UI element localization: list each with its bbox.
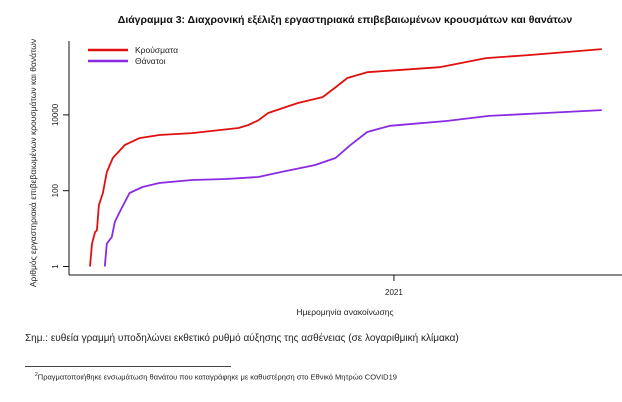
footnote-text: Πραγματοποιήθηκε ενσωμάτωση θανάτου που … xyxy=(37,372,397,382)
y-tick-label: 1 xyxy=(51,264,60,269)
legend: Κρούσματα Θάνατοι xyxy=(88,45,178,66)
legend-label-cases: Κρούσματα xyxy=(135,45,178,55)
footnote: 2Πραγματοποιήθηκε ενσωμάτωση θανάτου που… xyxy=(35,372,397,382)
y-axis-label: Αριθμός εργαστηριακά επιβεβαιωμένων κρου… xyxy=(28,39,38,287)
legend-label-deaths: Θάνατοι xyxy=(135,56,166,66)
series-line-cases xyxy=(89,48,602,267)
series-line-deaths xyxy=(103,109,602,267)
footnote-marker: 2 xyxy=(35,372,38,378)
chart-note: Σημ.: ευθεία γραμμή υποδηλώνει εκθετικό … xyxy=(25,333,459,344)
footnote-divider xyxy=(25,366,231,367)
x-axis-label: Ημερομηνία ανακοίνωσης xyxy=(296,307,393,317)
x-tick-label: 2021 xyxy=(385,288,403,297)
chart-title: Διάγραμμα 3: Διαχρονική εξέλιξη εργαστηρ… xyxy=(118,14,573,26)
y-tick-label: 10000 xyxy=(51,103,60,126)
y-tick-label: 100 xyxy=(51,183,60,197)
